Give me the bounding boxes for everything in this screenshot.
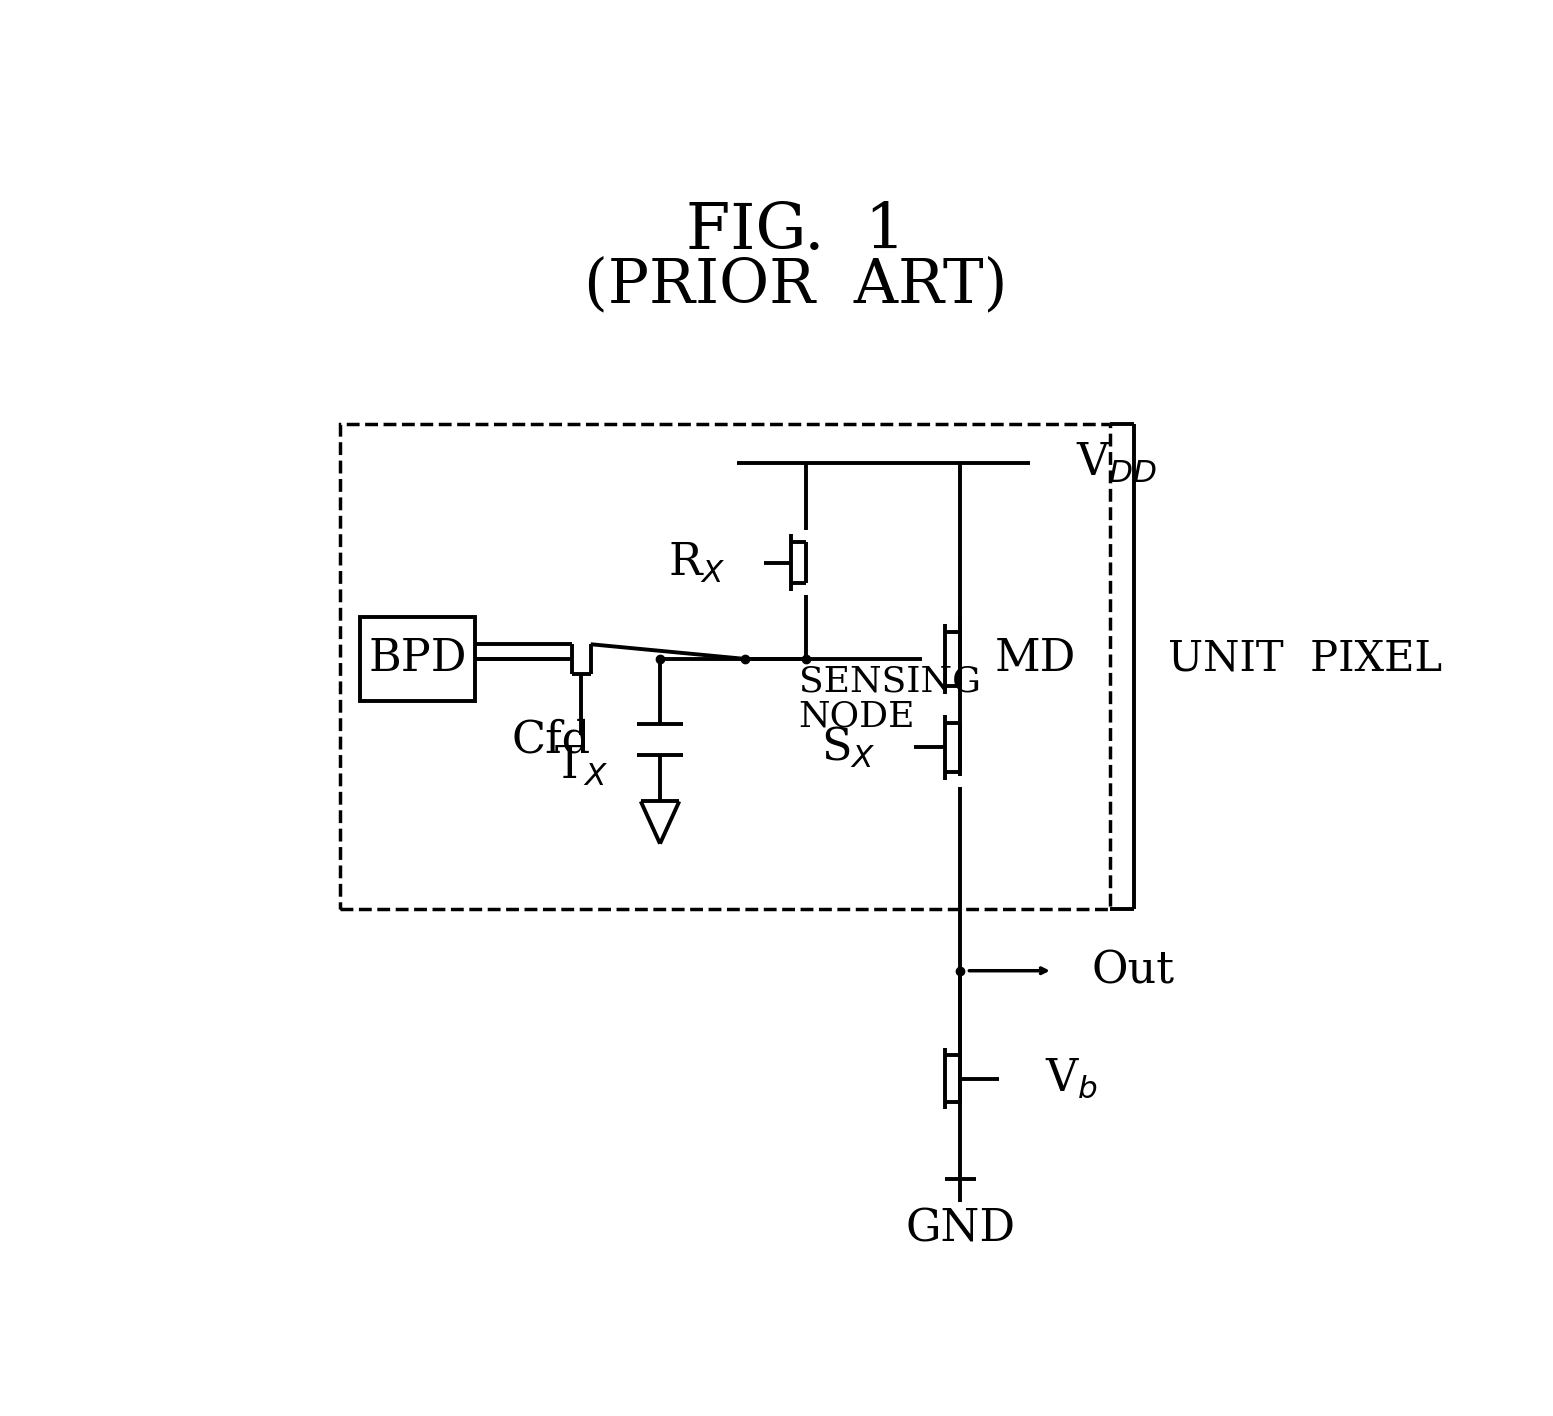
Bar bbox=[340, 423, 1110, 909]
Text: R$_X$: R$_X$ bbox=[668, 541, 725, 585]
Text: BPD: BPD bbox=[368, 637, 467, 681]
Text: S$_X$: S$_X$ bbox=[822, 725, 876, 770]
Text: UNIT  PIXEL: UNIT PIXEL bbox=[1168, 637, 1443, 680]
Text: GND: GND bbox=[905, 1206, 1016, 1250]
Bar bbox=[360, 616, 475, 701]
Text: V$_{DD}$: V$_{DD}$ bbox=[1076, 440, 1157, 484]
Text: FIG.  1: FIG. 1 bbox=[686, 201, 905, 262]
Text: MD: MD bbox=[995, 637, 1076, 681]
Text: NODE: NODE bbox=[798, 700, 915, 733]
Text: Out: Out bbox=[1092, 949, 1174, 993]
Text: Cfd: Cfd bbox=[511, 718, 590, 762]
Text: SENSING: SENSING bbox=[798, 666, 980, 700]
Text: V$_b$: V$_b$ bbox=[1045, 1056, 1098, 1100]
Text: (PRIOR  ART): (PRIOR ART) bbox=[584, 255, 1008, 316]
Text: T$_X$: T$_X$ bbox=[554, 743, 609, 787]
